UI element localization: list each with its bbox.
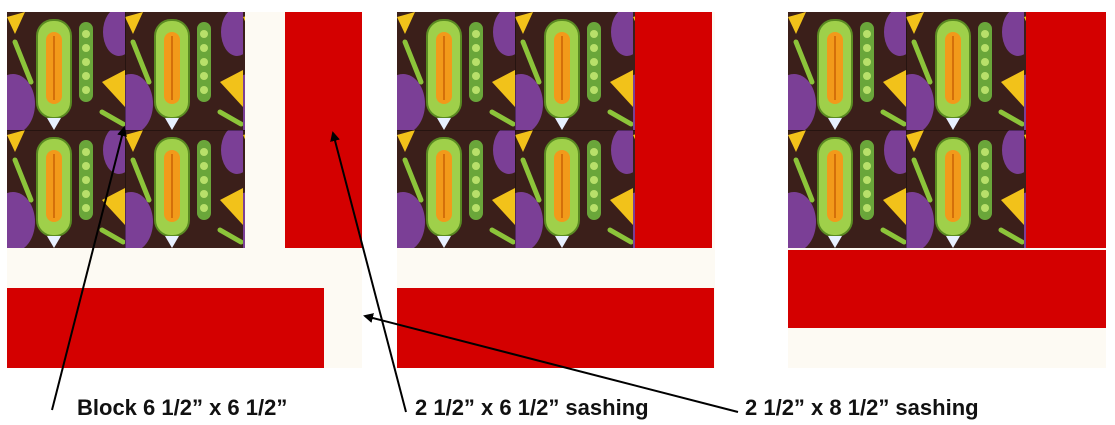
vegetable-fabric-icon <box>397 12 635 248</box>
quilt-block-3 <box>788 12 1026 248</box>
short-sashing-strip-3 <box>1026 12 1106 248</box>
short-sashing-label: 2 1/2” x 6 1/2” sashing <box>415 395 649 420</box>
block-size-label: Block 6 1/2” x 6 1/2” <box>77 395 288 420</box>
short-sashing-strip-1 <box>285 12 362 248</box>
short-sashing-strip-2 <box>635 12 712 248</box>
quilt-block-1 <box>7 12 245 248</box>
long-sashing-label: 2 1/2” x 8 1/2” sashing <box>745 395 979 420</box>
diagram-step-2 <box>397 12 715 368</box>
long-sashing-strip-2 <box>397 288 714 368</box>
diagram-step-1 <box>7 12 362 368</box>
vegetable-fabric-icon <box>788 12 1026 248</box>
long-sashing-strip-1 <box>7 288 324 368</box>
quilt-block-2 <box>397 12 635 248</box>
diagram-step-3 <box>788 12 1106 368</box>
long-sashing-strip-3 <box>788 250 1106 328</box>
